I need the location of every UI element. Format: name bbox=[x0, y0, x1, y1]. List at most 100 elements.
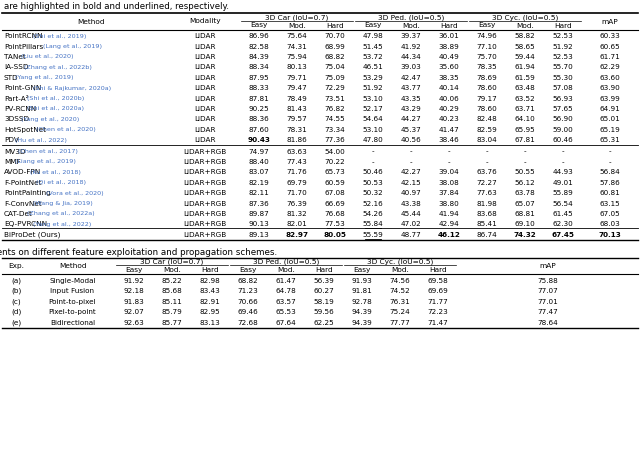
Text: 81.32: 81.32 bbox=[287, 211, 307, 217]
Text: 43.29: 43.29 bbox=[401, 106, 421, 112]
Text: 3D Cyc. (IoU=0.5): 3D Cyc. (IoU=0.5) bbox=[367, 259, 433, 265]
Text: CAT-Det: CAT-Det bbox=[4, 211, 33, 217]
Text: 72.29: 72.29 bbox=[324, 85, 346, 91]
Text: Modality: Modality bbox=[189, 19, 221, 25]
Text: 59.00: 59.00 bbox=[552, 127, 573, 133]
Text: 61.94: 61.94 bbox=[515, 64, 536, 70]
Text: 46.12: 46.12 bbox=[438, 232, 460, 238]
Text: 71.76: 71.76 bbox=[287, 169, 307, 175]
Text: 65.53: 65.53 bbox=[276, 309, 296, 315]
Text: 43.77: 43.77 bbox=[401, 85, 421, 91]
Text: 89.87: 89.87 bbox=[248, 211, 269, 217]
Text: Pixel-to-point: Pixel-to-point bbox=[49, 309, 97, 315]
Text: 74.32: 74.32 bbox=[514, 232, 536, 238]
Text: 50.53: 50.53 bbox=[363, 180, 383, 186]
Text: Point-to-pixel: Point-to-pixel bbox=[49, 299, 96, 305]
Text: 56.93: 56.93 bbox=[552, 96, 573, 102]
Text: 65.73: 65.73 bbox=[324, 169, 346, 175]
Text: 41.47: 41.47 bbox=[438, 127, 460, 133]
Text: (Yang et al., 2019): (Yang et al., 2019) bbox=[13, 75, 74, 80]
Text: 83.68: 83.68 bbox=[477, 211, 497, 217]
Text: 53.10: 53.10 bbox=[363, 127, 383, 133]
Text: 77.77: 77.77 bbox=[390, 320, 410, 326]
Text: 55.30: 55.30 bbox=[552, 75, 573, 81]
Text: 63.71: 63.71 bbox=[515, 106, 536, 112]
Text: 43.38: 43.38 bbox=[401, 201, 421, 207]
Text: 82.01: 82.01 bbox=[287, 222, 307, 227]
Text: Mod.: Mod. bbox=[516, 23, 534, 29]
Text: 55.89: 55.89 bbox=[552, 190, 573, 196]
Text: 76.39: 76.39 bbox=[287, 201, 307, 207]
Text: 78.49: 78.49 bbox=[287, 96, 307, 102]
Text: are highlighted in bold and underlined, respectively.: are highlighted in bold and underlined, … bbox=[4, 2, 229, 11]
Text: Easy: Easy bbox=[478, 23, 496, 29]
Text: (Ku et al., 2018): (Ku et al., 2018) bbox=[28, 170, 81, 175]
Text: 40.56: 40.56 bbox=[401, 137, 421, 143]
Text: 52.53: 52.53 bbox=[552, 54, 573, 60]
Text: LiDAR: LiDAR bbox=[195, 106, 216, 112]
Text: 70.22: 70.22 bbox=[324, 159, 346, 165]
Text: 63.63: 63.63 bbox=[287, 148, 307, 155]
Text: 63.57: 63.57 bbox=[276, 299, 296, 305]
Text: 52.17: 52.17 bbox=[363, 106, 383, 112]
Text: 53.10: 53.10 bbox=[363, 96, 383, 102]
Text: AVOD-FPN: AVOD-FPN bbox=[4, 169, 41, 175]
Text: 59.56: 59.56 bbox=[314, 309, 334, 315]
Text: 61.47: 61.47 bbox=[276, 278, 296, 284]
Text: 47.02: 47.02 bbox=[401, 222, 421, 227]
Text: 79.57: 79.57 bbox=[287, 116, 307, 123]
Text: 38.08: 38.08 bbox=[438, 180, 460, 186]
Text: 38.46: 38.46 bbox=[438, 137, 460, 143]
Text: 60.33: 60.33 bbox=[600, 33, 620, 39]
Text: 70.70: 70.70 bbox=[324, 33, 346, 39]
Text: 78.35: 78.35 bbox=[477, 64, 497, 70]
Text: Hard: Hard bbox=[326, 23, 344, 29]
Text: 39.03: 39.03 bbox=[401, 64, 421, 70]
Text: LiDAR: LiDAR bbox=[195, 127, 216, 133]
Text: 85.11: 85.11 bbox=[162, 299, 182, 305]
Text: (Liu et al., 2020): (Liu et al., 2020) bbox=[19, 54, 74, 59]
Text: Exp.: Exp. bbox=[8, 263, 24, 269]
Text: Point-GNN: Point-GNN bbox=[4, 85, 42, 91]
Text: BiProDet (Ours): BiProDet (Ours) bbox=[4, 232, 60, 238]
Text: 63.90: 63.90 bbox=[600, 85, 620, 91]
Text: (Yang et al., 2022): (Yang et al., 2022) bbox=[31, 222, 92, 227]
Text: 3DSSD: 3DSSD bbox=[4, 116, 29, 123]
Text: 47.98: 47.98 bbox=[363, 33, 383, 39]
Text: TANet: TANet bbox=[4, 54, 26, 60]
Text: 41.92: 41.92 bbox=[401, 44, 421, 49]
Text: LiDAR: LiDAR bbox=[195, 137, 216, 143]
Text: 70.13: 70.13 bbox=[598, 232, 621, 238]
Text: 90.13: 90.13 bbox=[248, 222, 269, 227]
Text: 72.68: 72.68 bbox=[237, 320, 259, 326]
Text: 77.63: 77.63 bbox=[477, 190, 497, 196]
Text: 60.59: 60.59 bbox=[324, 180, 346, 186]
Text: LiDAR+RGB: LiDAR+RGB bbox=[184, 201, 227, 207]
Text: 82.95: 82.95 bbox=[200, 309, 220, 315]
Text: 76.68: 76.68 bbox=[324, 211, 346, 217]
Text: 83.07: 83.07 bbox=[248, 169, 269, 175]
Text: 68.03: 68.03 bbox=[600, 222, 620, 227]
Text: (a): (a) bbox=[11, 277, 21, 284]
Text: 83.43: 83.43 bbox=[200, 288, 220, 294]
Text: (Liang et al., 2019): (Liang et al., 2019) bbox=[13, 159, 76, 164]
Text: 91.92: 91.92 bbox=[124, 278, 145, 284]
Text: 78.60: 78.60 bbox=[477, 106, 497, 112]
Text: Mod.: Mod. bbox=[391, 267, 409, 273]
Text: 36.01: 36.01 bbox=[438, 33, 460, 39]
Text: 81.86: 81.86 bbox=[287, 137, 307, 143]
Text: 75.64: 75.64 bbox=[287, 33, 307, 39]
Text: LiDAR+RGB: LiDAR+RGB bbox=[184, 180, 227, 186]
Text: 67.05: 67.05 bbox=[600, 211, 620, 217]
Text: (Wang & Jia, 2019): (Wang & Jia, 2019) bbox=[31, 201, 93, 206]
Text: 88.36: 88.36 bbox=[248, 116, 269, 123]
Text: 52.16: 52.16 bbox=[363, 201, 383, 207]
Text: 62.30: 62.30 bbox=[552, 222, 573, 227]
Text: Hard: Hard bbox=[554, 23, 572, 29]
Text: 85.77: 85.77 bbox=[162, 320, 182, 326]
Text: 69.79: 69.79 bbox=[287, 180, 307, 186]
Text: 82.58: 82.58 bbox=[248, 44, 269, 49]
Text: (c): (c) bbox=[11, 298, 21, 305]
Text: 76.82: 76.82 bbox=[324, 106, 346, 112]
Text: 63.48: 63.48 bbox=[515, 85, 536, 91]
